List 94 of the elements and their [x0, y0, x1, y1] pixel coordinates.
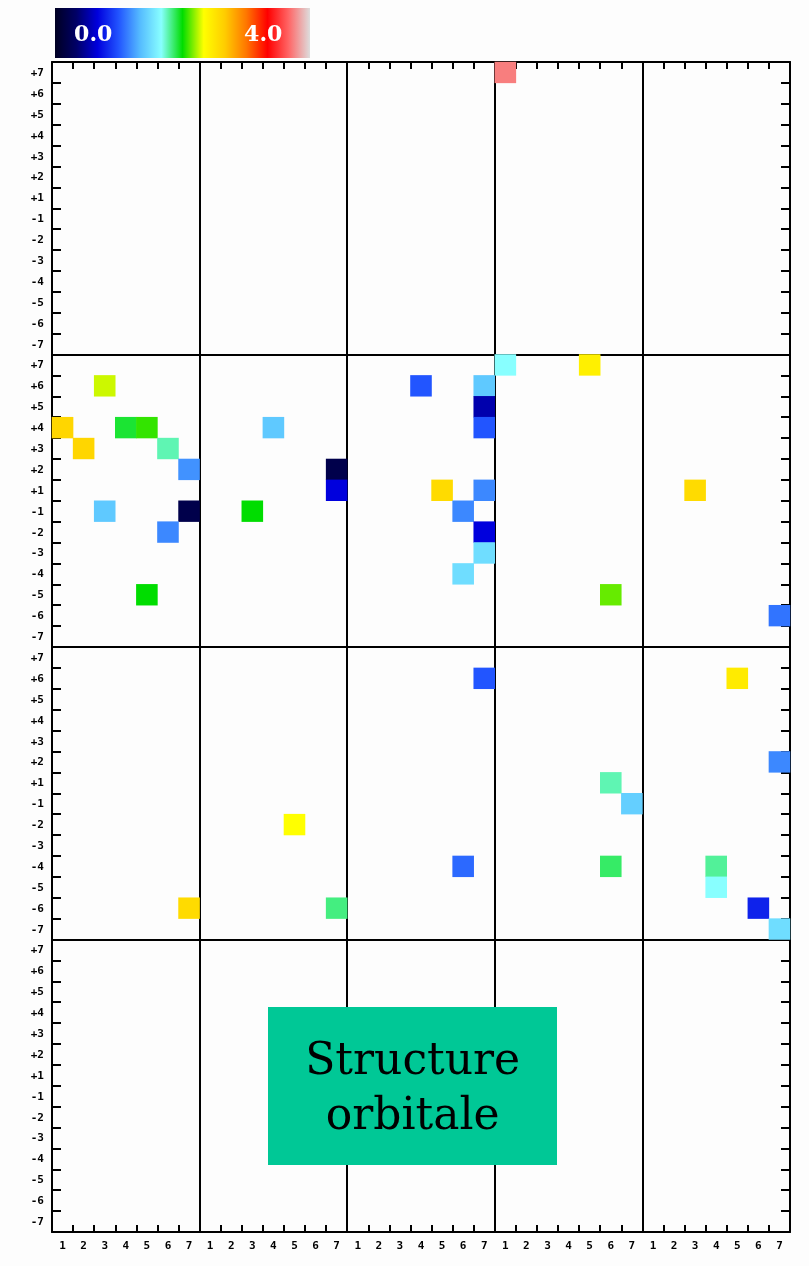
y-tick-label: -1 — [30, 1089, 45, 1103]
x-tick-label: 4 — [712, 1239, 720, 1252]
y-tick-label: -3 — [30, 546, 44, 560]
y-tick-label: -7 — [30, 337, 44, 351]
y-tick-label: +2 — [30, 1047, 44, 1061]
y-tick-label: -5 — [30, 588, 44, 602]
y-tick-label: +3 — [30, 149, 44, 163]
x-tick-label: 7 — [480, 1239, 488, 1252]
y-tick-label: +1 — [30, 191, 45, 205]
y-tick-label: -7 — [30, 1215, 44, 1229]
y-tick-label: +4 — [30, 713, 45, 727]
x-tick-label: 7 — [333, 1239, 340, 1252]
y-tick-label: +3 — [30, 1027, 44, 1041]
y-tick-label: -2 — [30, 1110, 44, 1124]
x-tick-label: 1 — [502, 1239, 510, 1252]
y-tick-label: +1 — [30, 776, 45, 790]
y-tick-label: +6 — [30, 964, 45, 978]
y-tick-label: +5 — [30, 107, 44, 121]
x-tick-label: 5 — [733, 1239, 741, 1252]
x-tick-label: 6 — [164, 1239, 172, 1252]
y-tick-label: -6 — [30, 316, 45, 330]
y-tick-label: +4 — [30, 421, 45, 435]
y-tick-label: -5 — [30, 1173, 44, 1187]
y-tick-label: -4 — [30, 859, 45, 873]
color-bar-label: 0.0 — [74, 20, 113, 46]
y-tick-label: -4 — [30, 567, 45, 581]
y-tick-label: -4 — [30, 1152, 45, 1166]
x-tick-label: 2 — [80, 1239, 87, 1252]
x-tick-label: 2 — [375, 1239, 383, 1252]
y-tick-label: -5 — [30, 880, 44, 894]
y-tick-label: -6 — [30, 901, 45, 915]
x-tick-label: 5 — [143, 1239, 151, 1252]
y-tick-label: +7 — [30, 943, 44, 957]
x-tick-label: 4 — [270, 1239, 278, 1252]
x-tick-label: 2 — [523, 1239, 530, 1252]
x-tick-label: 6 — [755, 1239, 763, 1252]
x-tick-label: 5 — [291, 1239, 298, 1252]
x-tick-label: 6 — [607, 1239, 615, 1252]
y-tick-label: -6 — [30, 1194, 45, 1208]
x-tick-label: 1 — [59, 1239, 67, 1252]
y-tick-label: -2 — [30, 818, 44, 832]
x-tick-label: 4 — [122, 1239, 130, 1252]
y-tick-label: -3 — [30, 1131, 44, 1145]
x-tick-label: 3 — [691, 1239, 699, 1252]
x-tick-label: 3 — [544, 1239, 551, 1252]
y-tick-label: -2 — [30, 233, 44, 247]
y-tick-label: -6 — [30, 609, 45, 623]
x-tick-label: 7 — [185, 1239, 193, 1252]
y-tick-label: +2 — [30, 170, 44, 184]
x-tick-label: 4 — [565, 1239, 573, 1252]
y-tick-label: +5 — [30, 400, 44, 414]
y-tick-label: +4 — [30, 128, 45, 142]
label-box: Structure orbitale — [268, 1006, 558, 1165]
y-tick-label: -4 — [30, 274, 45, 288]
y-tick-label: +7 — [30, 358, 44, 372]
y-tick-label: +2 — [30, 462, 44, 476]
x-tick-label: 1 — [354, 1239, 362, 1252]
x-tick-label: 5 — [586, 1239, 593, 1252]
y-tick-label: -2 — [30, 525, 44, 539]
x-tick-label: 7 — [776, 1239, 783, 1252]
y-tick-label: +3 — [30, 442, 44, 456]
x-tick-label: 1 — [206, 1239, 214, 1252]
x-tick-label: 6 — [312, 1239, 320, 1252]
y-tick-label: +3 — [30, 734, 44, 748]
y-tick-label: +1 — [30, 1068, 45, 1082]
y-tick-label: +5 — [30, 985, 44, 999]
y-tick-label: +7 — [30, 650, 44, 664]
y-tick-label: -1 — [30, 212, 45, 226]
x-tick-label: 2 — [670, 1239, 678, 1252]
x-tick-label: 3 — [396, 1239, 404, 1252]
x-tick-label: 5 — [438, 1239, 446, 1252]
y-tick-label: +6 — [30, 379, 45, 393]
y-tick-label: +1 — [30, 483, 45, 497]
y-tick-label: -7 — [30, 922, 44, 936]
y-tick-label: -3 — [30, 838, 44, 852]
color-bar-label: 4.0 — [244, 20, 283, 46]
x-tick-label: 6 — [459, 1239, 467, 1252]
y-tick-label: -1 — [30, 504, 45, 518]
x-tick-label: 3 — [249, 1239, 256, 1252]
y-tick-label: +5 — [30, 692, 44, 706]
x-tick-label: 7 — [628, 1239, 636, 1252]
y-tick-label: -5 — [30, 295, 44, 309]
x-tick-label: 2 — [227, 1239, 235, 1252]
y-tick-label: -3 — [30, 253, 44, 267]
x-tick-label: 4 — [417, 1239, 425, 1252]
y-tick-label: +4 — [30, 1006, 45, 1020]
y-tick-label: +2 — [30, 755, 44, 769]
x-tick-label: 3 — [101, 1239, 109, 1252]
y-tick-label: -7 — [30, 630, 44, 644]
y-tick-label: +6 — [30, 671, 45, 685]
y-tick-label: +7 — [30, 65, 44, 79]
y-tick-label: -1 — [30, 797, 45, 811]
x-tick-label: 1 — [649, 1239, 657, 1252]
y-tick-label: +6 — [30, 86, 45, 100]
